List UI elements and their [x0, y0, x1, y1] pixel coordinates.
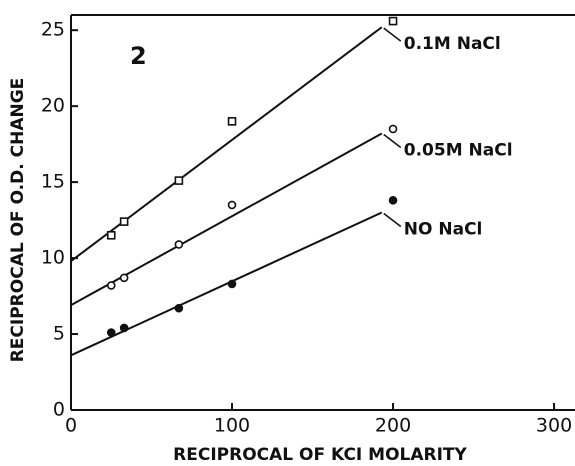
series-label: 0.05M NaCl	[404, 141, 513, 161]
point	[119, 217, 129, 226]
point	[106, 230, 116, 240]
point	[388, 196, 398, 205]
point	[106, 328, 116, 337]
fit-line	[70, 132, 383, 307]
x-axis-title: RECIPROCAL OF KCI MOLARITY	[173, 445, 467, 465]
label-arrow	[383, 212, 402, 228]
y-tick-label: 15	[41, 171, 65, 193]
point	[227, 200, 237, 210]
point	[119, 323, 129, 333]
series-label: 0.1M NaCl	[404, 34, 501, 54]
y-tick-label: 25	[41, 19, 65, 41]
y-tick-label: 10	[41, 247, 65, 269]
label-arrow	[383, 133, 402, 149]
point	[174, 240, 184, 249]
x-tick-label: 0	[65, 415, 77, 437]
point	[119, 273, 129, 283]
point	[388, 124, 398, 134]
y-tick-label: 20	[41, 95, 65, 117]
label-arrow	[383, 27, 402, 42]
panel-label: 2	[130, 42, 147, 70]
fit-line	[70, 211, 383, 357]
x-tick-label: 100	[214, 415, 250, 437]
y-tick-label: 0	[53, 399, 65, 421]
point	[227, 279, 237, 289]
y-axis-title: RECIPROCAL OF O.D. CHANGE	[8, 78, 28, 363]
fit-line	[70, 26, 383, 262]
x-tick-label: 300	[536, 415, 572, 437]
point	[388, 16, 398, 26]
point	[106, 281, 116, 290]
series-label: NO NaCl	[404, 220, 483, 240]
x-tick-label: 200	[375, 415, 411, 437]
point	[174, 303, 184, 313]
point	[174, 176, 184, 185]
point	[227, 117, 237, 126]
y-tick-label: 5	[53, 323, 65, 345]
